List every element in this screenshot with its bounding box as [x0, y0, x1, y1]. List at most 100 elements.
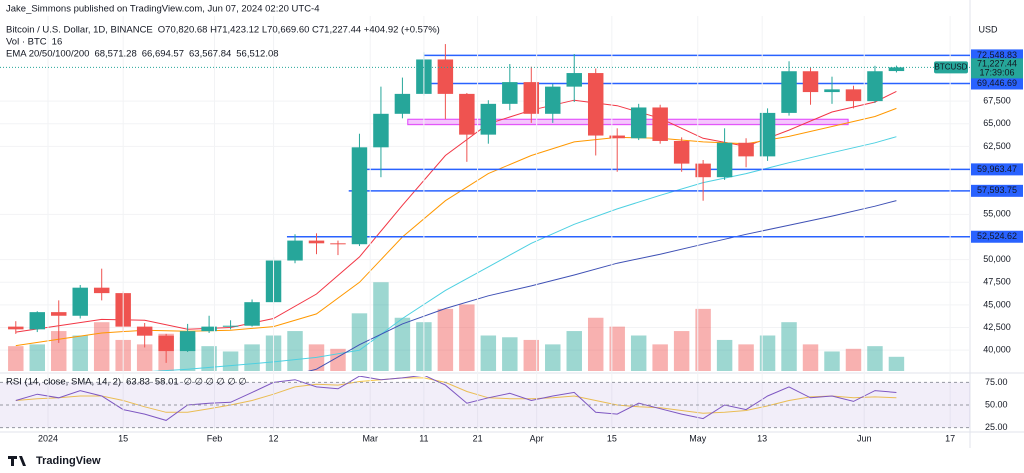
- volume-bar: [867, 346, 883, 371]
- rsi-value: 63.83: [126, 377, 150, 388]
- candle-body: [716, 142, 733, 178]
- price-pane: [0, 44, 970, 371]
- volume-bar: [222, 351, 239, 371]
- candle-body: [802, 71, 819, 93]
- volume-bar: [523, 339, 540, 371]
- x-tick-label: Feb: [207, 433, 223, 443]
- candle-body: [738, 142, 754, 157]
- rsi-tick-label: 50.00: [985, 399, 1008, 409]
- level-label: 57,593.75: [977, 185, 1017, 195]
- y-tick-label: 62,500: [983, 141, 1011, 151]
- volume-bar: [695, 308, 711, 371]
- candle-body: [93, 287, 110, 294]
- candle-body: [673, 140, 690, 164]
- x-tick-label: Mar: [362, 433, 378, 443]
- ema-value: 56,512.08: [236, 49, 278, 60]
- volume-bar: [459, 304, 475, 371]
- level-label: 69,446.69: [977, 78, 1017, 88]
- y-tick-label: 45,000: [983, 299, 1011, 309]
- candle-body: [244, 302, 260, 326]
- volume-bar: [351, 313, 368, 371]
- volume-bar: [287, 331, 303, 371]
- zone: [407, 118, 849, 126]
- x-tick-label: 15: [118, 433, 128, 443]
- candle-body: [158, 335, 174, 352]
- volume-bar: [587, 317, 604, 371]
- y-tick-label: 65,000: [983, 118, 1011, 128]
- candle-body: [330, 243, 346, 245]
- y-tick-label: 47,500: [983, 277, 1011, 287]
- logo: [8, 456, 26, 466]
- rsi-tick-label: 25.00: [985, 422, 1008, 432]
- candle-body: [888, 67, 905, 72]
- level-box: [971, 230, 1023, 243]
- symbol-label: BTCUSD: [935, 62, 968, 71]
- candle-body: [51, 312, 67, 316]
- volume-bar: [609, 326, 625, 371]
- volume-bar: [652, 344, 668, 371]
- candle-body: [652, 107, 668, 141]
- candle-body: [373, 113, 389, 148]
- candle-body: [459, 93, 475, 135]
- candle-body: [824, 89, 840, 93]
- candle-body: [351, 147, 368, 245]
- x-tick-label: 17: [945, 433, 955, 443]
- candle-body: [222, 325, 239, 327]
- ema-value: 66,694.57: [142, 49, 184, 60]
- rsi-extra: ∅ ∅ ∅ ∅ ∅ ∅: [184, 377, 247, 388]
- volume-bar: [136, 344, 153, 371]
- level-label: 59,963.47: [977, 164, 1017, 174]
- volume-bar: [394, 317, 411, 371]
- ema-value: 68,571.28: [94, 49, 136, 60]
- level-box: [971, 184, 1023, 197]
- volume-bar: [781, 322, 797, 371]
- volume-bar: [759, 335, 776, 371]
- volume-bar: [673, 331, 690, 371]
- currency-label: USD: [978, 24, 998, 34]
- candle-body: [72, 287, 88, 316]
- volume-bar: [630, 335, 647, 371]
- symbol-title: Bitcoin / U.S. Dollar, 1D, BINANCE: [6, 25, 153, 36]
- publisher: Jake_Simmons published on TradingView.co…: [6, 4, 320, 15]
- rsi-sma-value: 58.01: [155, 377, 179, 388]
- volume-bar: [480, 335, 497, 371]
- candle-body: [29, 312, 45, 330]
- rsi-band: [0, 382, 970, 428]
- y-tick-label: 67,500: [983, 96, 1011, 106]
- rsi-sma-line: [15, 377, 897, 414]
- countdown: 17:39:06: [979, 68, 1014, 78]
- last-price-label: 71,227.44: [977, 59, 1017, 69]
- ema-line: [307, 200, 897, 371]
- x-tick-label: Jun: [857, 433, 872, 443]
- rsi-pane: [15, 376, 897, 421]
- level-box: [971, 163, 1023, 176]
- volume-bar: [51, 331, 67, 371]
- volume-bar: [716, 339, 733, 371]
- volume-bar: [502, 337, 518, 371]
- candle-body: [308, 240, 325, 244]
- volume-bar: [201, 346, 217, 371]
- x-tick-label: 15: [607, 433, 617, 443]
- ema-value: 63,567.84: [189, 49, 231, 60]
- x-tick-label: 21: [473, 433, 483, 443]
- candle-body: [502, 82, 518, 104]
- volume-bar: [566, 331, 582, 371]
- volume-bar: [29, 344, 45, 371]
- rsi-legend: RSI (14, close, SMA, 14, 2): [6, 377, 121, 388]
- rsi-line: [15, 376, 897, 421]
- candle-body: [394, 93, 411, 114]
- ema-line: [151, 136, 897, 371]
- candle-body: [845, 89, 862, 102]
- candle-body: [566, 73, 582, 87]
- candle-body: [630, 107, 647, 139]
- x-tick-label: 13: [757, 433, 767, 443]
- candle-body: [545, 86, 561, 114]
- candle-body: [609, 135, 625, 139]
- level-label: 72,548.83: [977, 50, 1017, 60]
- candle-body: [587, 73, 604, 136]
- volume-bar: [244, 344, 260, 371]
- candle-body: [201, 326, 217, 332]
- volume-bar: [93, 322, 110, 371]
- watermark: TradingView: [36, 455, 101, 467]
